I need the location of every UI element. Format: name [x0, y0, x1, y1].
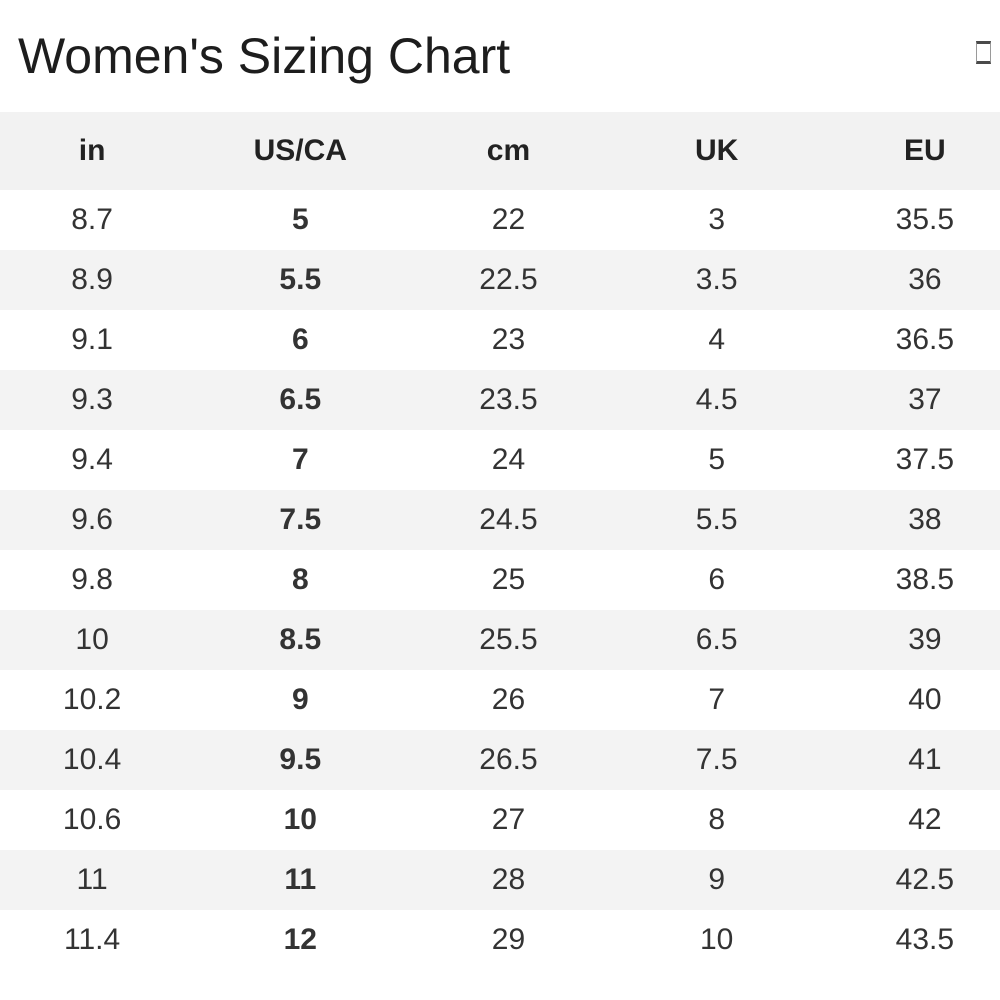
column-header-in: in	[0, 112, 197, 190]
column-header-cm: cm	[404, 112, 613, 190]
cell-cm: 26	[491, 683, 526, 716]
cell-cm: 22.5	[479, 263, 538, 296]
table-row: 10.6 10 27 8 42	[0, 790, 1000, 850]
cell-cm: 23	[491, 323, 526, 356]
cell-cm: 27	[491, 803, 526, 836]
cell-uk: 6	[708, 563, 725, 596]
cell-eu: 43.5	[895, 923, 955, 956]
cell-us-ca: 6	[291, 323, 309, 356]
cell-in: 10.6	[62, 803, 122, 836]
cell-cm: 26.5	[479, 743, 538, 776]
cell-eu: 37	[908, 383, 942, 416]
cell-us-ca: 11	[284, 863, 317, 896]
cell-eu: 35.5	[895, 203, 955, 236]
cell-cm: 25	[491, 563, 526, 596]
cell-us-ca: 8.5	[279, 623, 322, 656]
table-row: 10 8.5 25.5 6.5 39	[0, 610, 1000, 670]
table-row: 9.8 8 25 6 38.5	[0, 550, 1000, 610]
cell-uk: 6.5	[695, 623, 738, 656]
table-row: 11.4 12 29 10 43.5	[0, 910, 1000, 970]
cell-in: 10.2	[62, 683, 122, 716]
table-row: 11 11 28 9 42.5	[0, 850, 1000, 910]
cell-in: 11	[76, 863, 108, 896]
page-title: Women's Sizing Chart	[18, 28, 511, 84]
cell-eu: 38.5	[895, 563, 955, 596]
cell-us-ca: 5	[291, 203, 309, 236]
cell-eu: 42.5	[895, 863, 955, 896]
cell-eu: 39	[908, 623, 942, 656]
table-row: 9.3 6.5 23.5 4.5 37	[0, 370, 1000, 430]
cell-uk: 9	[708, 863, 725, 896]
cell-eu: 40	[908, 683, 942, 716]
cell-us-ca: 6.5	[279, 383, 322, 416]
cell-uk: 10	[699, 923, 734, 956]
cell-cm: 24.5	[479, 503, 538, 536]
cell-uk: 3.5	[695, 263, 738, 296]
cell-cm: 25.5	[479, 623, 538, 656]
cell-us-ca: 7.5	[279, 503, 322, 536]
header-row: in US/CA cm UK EU	[0, 112, 1000, 190]
column-header-eu: EU	[820, 112, 1000, 190]
table-row: 10.2 9 26 7 40	[0, 670, 1000, 730]
table-row: 10.4 9.5 26.5 7.5 41	[0, 730, 1000, 790]
cell-cm: 23.5	[479, 383, 538, 416]
cell-in: 9.8	[71, 563, 113, 596]
cell-uk: 5.5	[695, 503, 738, 536]
cell-uk: 3	[708, 203, 725, 236]
sizing-table-head: in US/CA cm UK EU	[0, 112, 1000, 190]
cell-us-ca: 10	[283, 803, 317, 836]
table-row: 9.4 7 24 5 37.5	[0, 430, 1000, 490]
cell-in: 9.6	[71, 503, 113, 536]
cell-uk: 4.5	[695, 383, 738, 416]
cell-us-ca: 5.5	[279, 263, 322, 296]
title-bar: Women's Sizing Chart	[0, 0, 1000, 112]
cell-uk: 7.5	[695, 743, 738, 776]
table-row: 9.6 7.5 24.5 5.5 38	[0, 490, 1000, 550]
sizing-table-body: 8.7 5 22 3 35.5 8.9 5.5 22.5 3.5 36 9.1 6 23 4 36.5 9.3…	[0, 190, 1000, 970]
cell-eu: 38	[908, 503, 942, 536]
missing-glyph-box-icon	[976, 40, 991, 64]
cell-cm: 29	[491, 923, 526, 956]
cell-eu: 36	[908, 263, 942, 296]
cell-us-ca: 8	[291, 563, 309, 596]
cell-uk: 4	[708, 323, 725, 356]
table-row: 8.7 5 22 3 35.5	[0, 190, 1000, 250]
cell-in: 9.4	[71, 443, 113, 476]
cell-in: 11.4	[64, 923, 121, 956]
cell-in: 10	[75, 623, 109, 656]
cell-eu: 37.5	[895, 443, 955, 476]
cell-cm: 22	[491, 203, 526, 236]
sizing-table: in US/CA cm UK EU 8.7 5 22 3 35.5 8.9 5.5 22.5 3.5 36…	[0, 112, 1000, 970]
cell-uk: 8	[708, 803, 725, 836]
table-row: 8.9 5.5 22.5 3.5 36	[0, 250, 1000, 310]
cell-uk: 7	[708, 683, 725, 716]
cell-in: 8.9	[71, 263, 113, 296]
cell-cm: 24	[491, 443, 526, 476]
column-header-us-ca: US/CA	[196, 112, 405, 190]
cell-in: 9.3	[71, 383, 113, 416]
cell-cm: 28	[491, 863, 526, 896]
cell-eu: 41	[908, 743, 942, 776]
column-header-uk: UK	[612, 112, 821, 190]
cell-us-ca: 12	[283, 923, 317, 956]
table-row: 9.1 6 23 4 36.5	[0, 310, 1000, 370]
cell-in: 10.4	[62, 743, 122, 776]
cell-eu: 42	[908, 803, 942, 836]
cell-us-ca: 9	[291, 683, 309, 716]
cell-uk: 5	[708, 443, 725, 476]
cell-eu: 36.5	[895, 323, 955, 356]
cell-in: 9.1	[71, 323, 113, 356]
cell-us-ca: 9.5	[279, 743, 322, 776]
cell-in: 8.7	[71, 203, 113, 236]
cell-us-ca: 7	[291, 443, 309, 476]
